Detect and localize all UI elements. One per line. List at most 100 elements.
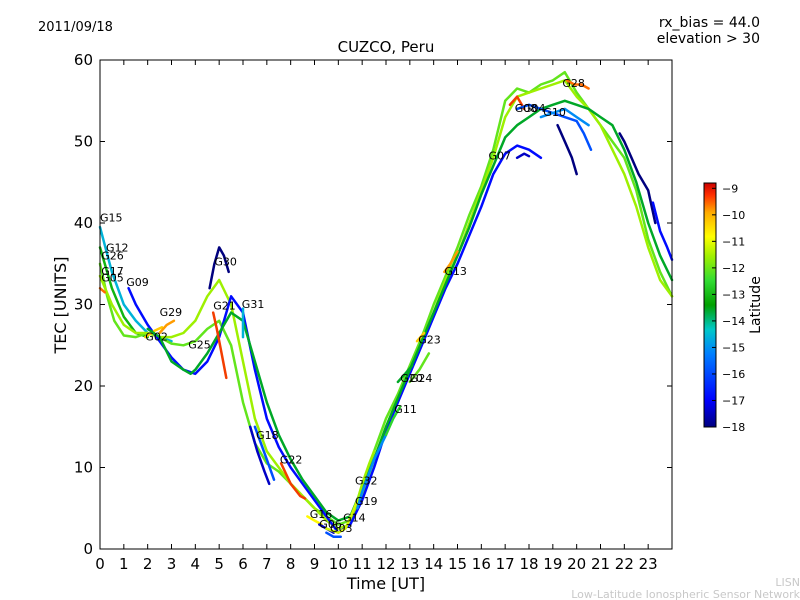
series-line-g08 [508, 95, 526, 111]
x-tick-label: 12 [376, 555, 395, 573]
x-tick-label: 22 [615, 555, 634, 573]
series-line-g13 [443, 250, 459, 274]
series-line-g02 [144, 326, 164, 339]
plot-frame [99, 59, 673, 550]
x-tick-label: 3 [167, 555, 177, 573]
x-axis-label: Time [UT] [346, 574, 425, 593]
series-label-g14: G14 [343, 511, 366, 524]
series-line-g05 [98, 286, 107, 294]
series-label-g10: G10 [543, 106, 566, 119]
series-line-g32 [356, 449, 376, 502]
x-tick-label: 16 [472, 555, 491, 573]
series-label-g07: G07 [489, 149, 512, 162]
series-label-g09: G09 [126, 276, 149, 289]
x-tick-label: 5 [214, 555, 224, 573]
x-tick-label: 15 [448, 555, 467, 573]
series-line-g12 [98, 246, 149, 339]
colorbar-tick-label: −16 [722, 368, 745, 381]
x-tick-label: 9 [310, 555, 320, 573]
series-label-g04: G04 [523, 102, 546, 115]
series-line-g22 [279, 462, 307, 500]
colorbar-tick-label: −17 [722, 394, 745, 407]
x-tick-label: 11 [353, 555, 372, 573]
series-line-g26 [98, 70, 674, 526]
x-tick-label: 4 [191, 555, 201, 573]
x-tick-label: 2 [143, 555, 153, 573]
y-tick-label: 10 [74, 459, 93, 477]
x-tick-label: 21 [591, 555, 610, 573]
series-line-g19 [356, 433, 388, 510]
series-line-g21 [211, 311, 228, 380]
chart-title: CUZCO, Peru [338, 38, 435, 56]
colorbar-label: Latitude [748, 276, 764, 334]
series-line-g20 [396, 364, 414, 384]
series-label-g17: G17 [101, 265, 124, 278]
series-label-g23: G23 [418, 334, 441, 347]
y-axis: 0 10 20 30 40 50 60 [74, 51, 672, 558]
x-tick-label: 18 [519, 555, 538, 573]
series-layer [98, 70, 674, 539]
series-line-x3 [651, 201, 674, 261]
series-line-x2 [618, 132, 657, 225]
y-tick-label: 20 [74, 377, 93, 395]
series-line-g10 [539, 107, 590, 127]
series-label-g16: G16 [310, 508, 333, 521]
x-tick-label: 23 [639, 555, 658, 573]
series-label-g08: G08 [515, 102, 538, 115]
series-line-g29 [158, 319, 176, 335]
series-label-g26: G26 [101, 250, 124, 263]
credit-lisn: LISN [775, 576, 800, 589]
series-label-g11: G11 [394, 403, 417, 416]
series-line-g28 [565, 79, 590, 90]
series-line-g11 [384, 405, 402, 437]
series-line-g09 [127, 144, 543, 534]
series-line-g25 [146, 99, 674, 522]
series-label-g06: G06 [319, 518, 342, 531]
series-line-g04 [515, 103, 593, 151]
series-label-g32: G32 [355, 475, 378, 488]
series-line-g23 [415, 331, 426, 343]
x-tick-label: 13 [400, 555, 419, 573]
x-tick-label: 20 [567, 555, 586, 573]
series-label-g13: G13 [444, 265, 467, 278]
colorbar-tick-label: −10 [722, 209, 745, 222]
series-line-g03 [325, 531, 342, 539]
x-tick-label: 19 [543, 555, 562, 573]
series-label-g24: G24 [410, 372, 433, 385]
colorbar-tick-label: −9 [722, 182, 738, 195]
colorbar-tick-label: −14 [722, 315, 745, 328]
series-label-g25: G25 [188, 339, 211, 352]
elevation-label: elevation > 30 [657, 31, 760, 47]
colorbar-ticks: −9 −10 −11 −12 −13 −14 −15 −16 −17 −18 [712, 182, 745, 434]
x-tick-label: 6 [238, 555, 248, 573]
series-label-g30: G30 [214, 255, 237, 268]
x-tick-label: 10 [329, 555, 348, 573]
y-tick-label: 40 [74, 214, 93, 232]
series-label-g29: G29 [160, 306, 183, 319]
series-label-g19: G19 [355, 495, 378, 508]
y-tick-label: 30 [74, 296, 93, 314]
x-tick-label: 1 [119, 555, 129, 573]
credit-network: Low-Latitude Ionospheric Sensor Network [571, 588, 800, 600]
series-label-g22: G22 [280, 453, 303, 466]
x-tick-label: 8 [286, 555, 296, 573]
y-tick-label: 60 [74, 51, 93, 69]
x-axis: 0 1 2 3 4 5 6 7 8 9 10 11 12 13 14 15 16 17 18 19 20 21 22 23 [95, 60, 658, 573]
y-axis-label: TEC [UNITS] [51, 257, 70, 355]
series-label-g18: G18 [256, 429, 279, 442]
series-line-g07 [515, 152, 531, 160]
colorbar-tick-label: −11 [722, 235, 745, 248]
colorbar [703, 182, 717, 428]
series-line-x1 [556, 123, 578, 176]
series-label-g12: G12 [106, 242, 129, 255]
series-label-g28: G28 [562, 77, 585, 90]
y-tick-label: 0 [83, 540, 93, 558]
rx-bias-label: rx_bias = 44.0 [659, 15, 760, 31]
x-tick-label: 0 [95, 555, 105, 573]
series-label-g20: G20 [400, 372, 423, 385]
colorbar-tick-label: −15 [722, 341, 745, 354]
colorbar-tick-label: −13 [722, 288, 745, 301]
colorbar-tick-label: −12 [722, 262, 745, 275]
